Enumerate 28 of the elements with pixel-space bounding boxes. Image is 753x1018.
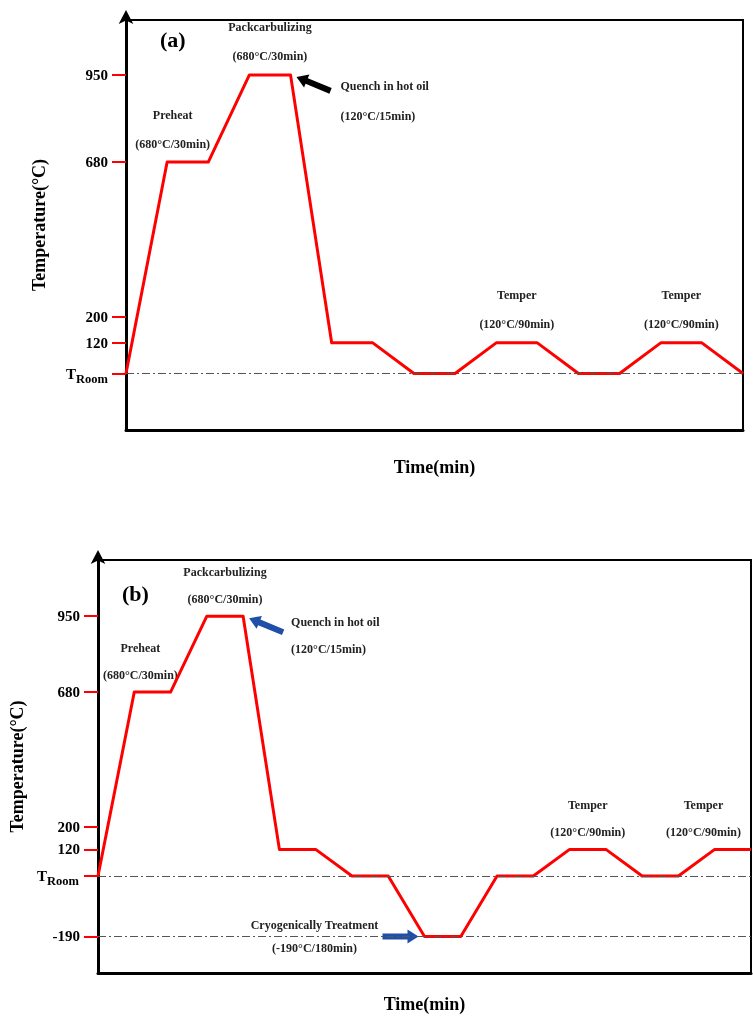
annotation: Packcarbulizing (680°C/30min) [183,564,267,606]
annotation: Quench in hot oil (120°C/15min) [291,614,381,656]
y-tick-label: 680 [57,684,80,701]
y-tick-label: 680 [85,154,108,171]
text: Packcarbulizing (680°C/30min) [228,20,312,64]
text: Temper (120°C/90min) [479,288,555,332]
annotation: (b) [122,580,149,606]
annotation: Temper (120°C/90min) [666,797,741,839]
annotation: Cryogenically Treatment (-190°C/180min) [250,917,379,955]
x-axis-title: Time(min) [383,994,466,1015]
y-axis-title: Temperature(°C) [29,158,50,292]
text: Preheat (680°C/30min) [135,107,211,151]
y-tick-label: -190 [52,928,80,945]
x-axis-title: Time(min) [393,457,476,478]
y-tick-label: 120 [57,841,80,858]
y-tick-label: T$_{Room}$ [37,867,79,891]
text: Quench in hot oil (120°C/15min) [340,78,429,123]
annotation: (a) [160,26,186,52]
y-tick-label: 950 [57,608,80,625]
annotation: Temper (120°C/90min) [550,797,626,839]
y-tick-label: T$_{Room}$ [66,364,108,388]
y-axis-title: Temperature(°C) [7,700,28,833]
y-tick-label: 200 [57,818,80,835]
y-tick-label: 950 [85,66,108,83]
y-tick-label: 200 [85,309,108,326]
text: Temper (120°C/90min) [643,288,719,332]
annotation: Preheat (680°C/30min) [103,640,178,682]
y-tick-label: 120 [85,334,108,351]
